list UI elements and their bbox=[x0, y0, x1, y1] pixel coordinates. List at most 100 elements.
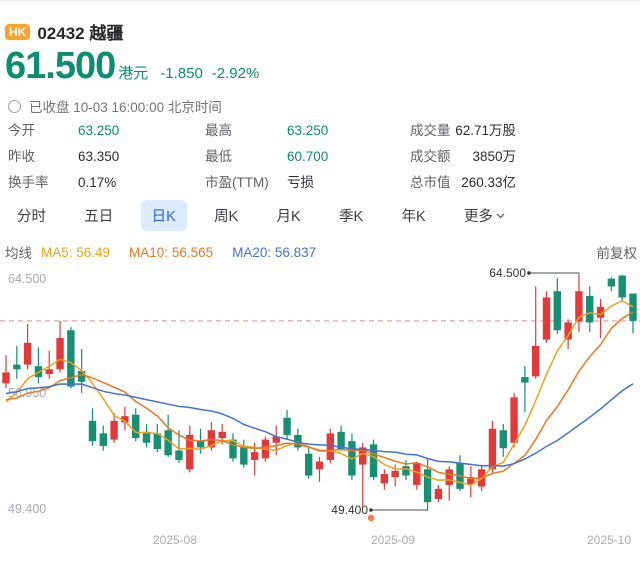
ma-legend-prefix: 均线 bbox=[5, 242, 32, 262]
candle[interactable] bbox=[35, 347, 42, 383]
candle-body bbox=[381, 474, 388, 483]
candle-body bbox=[327, 433, 334, 460]
candle[interactable] bbox=[316, 457, 323, 482]
candle-body bbox=[446, 469, 453, 485]
last-price: 61.500 bbox=[5, 45, 115, 87]
clock-icon bbox=[8, 100, 21, 113]
market-badge: HK bbox=[5, 24, 30, 40]
candle[interactable] bbox=[586, 287, 593, 332]
stat-high-value: 63.250 bbox=[287, 122, 328, 139]
candle[interactable] bbox=[294, 429, 301, 451]
candle[interactable] bbox=[100, 426, 107, 451]
candle-body bbox=[543, 297, 550, 339]
candle-body bbox=[219, 432, 226, 438]
ma20-line bbox=[6, 384, 633, 466]
candle[interactable] bbox=[413, 462, 420, 490]
candle[interactable] bbox=[154, 424, 161, 452]
y-axis-label: 64.500 bbox=[8, 272, 46, 286]
candle-body bbox=[305, 454, 312, 476]
candle-body bbox=[629, 294, 636, 321]
tab-quarterly-k[interactable]: 季K bbox=[328, 200, 374, 231]
candle-body bbox=[2, 372, 9, 383]
candle[interactable] bbox=[446, 466, 453, 500]
tab-yearly-k[interactable]: 年K bbox=[390, 200, 436, 231]
candle[interactable] bbox=[305, 446, 312, 479]
stat-amount-value: 3850万 bbox=[472, 148, 516, 165]
stat-open-value: 63.250 bbox=[78, 122, 119, 139]
ma5-value: MA5: 56.49 bbox=[41, 245, 110, 260]
candle-body bbox=[240, 447, 247, 464]
candle[interactable] bbox=[132, 408, 139, 441]
candle-body bbox=[197, 441, 204, 447]
high-annotation-line bbox=[531, 273, 579, 274]
candle[interactable] bbox=[164, 415, 171, 457]
candle-body bbox=[391, 471, 398, 477]
candle-body bbox=[316, 462, 323, 470]
candle-body bbox=[586, 296, 593, 323]
candle[interactable] bbox=[121, 407, 128, 430]
stat-prev-close-label: 昨收 bbox=[8, 148, 78, 165]
x-axis-label: 2025-10 bbox=[587, 533, 631, 547]
candle[interactable] bbox=[143, 424, 150, 447]
candle[interactable] bbox=[564, 319, 571, 349]
candle-body bbox=[521, 377, 528, 382]
candle[interactable] bbox=[370, 440, 377, 481]
candle[interactable] bbox=[24, 324, 31, 369]
candle[interactable] bbox=[618, 275, 625, 301]
candle[interactable] bbox=[435, 485, 442, 502]
x-axis-label: 2025-08 bbox=[153, 533, 197, 547]
candle-body bbox=[402, 466, 409, 475]
candle[interactable] bbox=[532, 287, 539, 379]
event-marker-dot[interactable] bbox=[368, 515, 374, 521]
price-row: 61.500 港元 -1.850 -2.92% bbox=[5, 45, 259, 87]
candle-body bbox=[110, 421, 117, 440]
candle-body bbox=[283, 418, 290, 435]
header: HK 02432 越疆 bbox=[5, 19, 123, 44]
candle[interactable] bbox=[597, 299, 604, 338]
candle[interactable] bbox=[543, 291, 550, 343]
price-change-percent: -2.92% bbox=[212, 65, 260, 82]
stat-pe-ttm-value: 亏损 bbox=[287, 174, 314, 191]
candle[interactable] bbox=[554, 278, 561, 334]
stat-low-value: 60.700 bbox=[287, 148, 328, 165]
candle[interactable] bbox=[13, 346, 20, 379]
adjustment-mode-toggle[interactable]: 前复权 bbox=[597, 242, 638, 262]
candle[interactable] bbox=[283, 410, 290, 440]
candle-body bbox=[13, 365, 20, 370]
chevron-down-icon bbox=[496, 213, 505, 219]
candle-body bbox=[24, 343, 31, 365]
stat-low-label: 最低 bbox=[205, 148, 287, 165]
candle-body bbox=[618, 276, 625, 298]
candle[interactable] bbox=[467, 466, 474, 497]
candle-body bbox=[489, 429, 496, 470]
tab-minute[interactable]: 分时 bbox=[6, 200, 57, 231]
candle[interactable] bbox=[89, 408, 96, 446]
candle[interactable] bbox=[359, 443, 366, 507]
candle[interactable] bbox=[456, 455, 463, 491]
candle[interactable] bbox=[2, 355, 9, 388]
candle[interactable] bbox=[608, 277, 615, 291]
stat-prev-close-value: 63.350 bbox=[78, 148, 119, 165]
tab-more[interactable]: 更多 bbox=[453, 200, 516, 231]
low-annotation-dot bbox=[369, 508, 373, 512]
tab-monthly-k[interactable]: 月K bbox=[266, 200, 312, 231]
candle[interactable] bbox=[381, 469, 388, 489]
candle-body bbox=[175, 451, 182, 460]
candle-body bbox=[56, 338, 63, 369]
tab-five-day[interactable]: 五日 bbox=[73, 200, 124, 231]
stat-market-cap-label: 总市值 bbox=[410, 174, 451, 191]
candle[interactable] bbox=[500, 424, 507, 457]
tab-daily-k[interactable]: 日K bbox=[141, 200, 187, 231]
candle[interactable] bbox=[229, 433, 236, 461]
candle[interactable] bbox=[240, 440, 247, 468]
tab-weekly-k[interactable]: 周K bbox=[203, 200, 249, 231]
y-axis-label: 49.400 bbox=[8, 502, 46, 516]
stat-volume-value: 62.71万股 bbox=[455, 122, 516, 139]
candle[interactable] bbox=[56, 321, 63, 373]
candle-body bbox=[554, 291, 561, 330]
candle[interactable] bbox=[521, 366, 528, 412]
stat-turnover-rate-label: 换手率 bbox=[8, 174, 78, 191]
